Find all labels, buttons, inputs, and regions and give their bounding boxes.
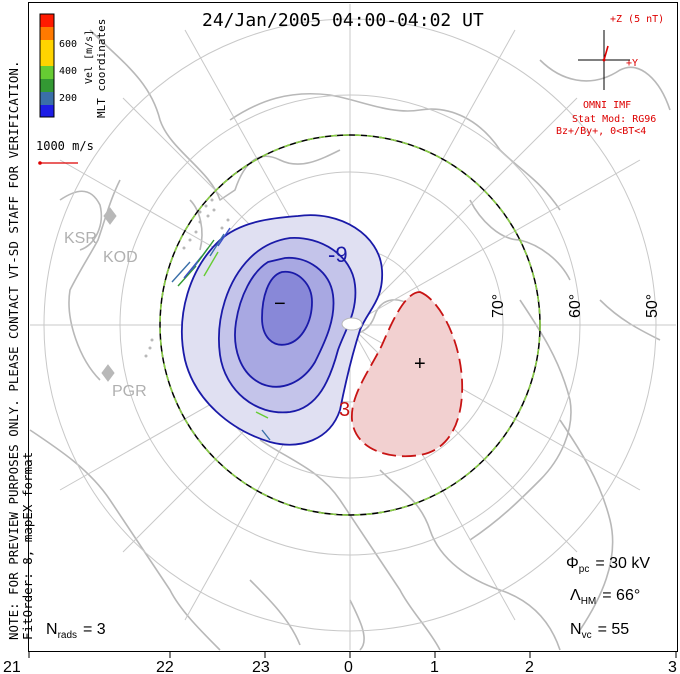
velocity-colorbar — [39, 13, 55, 118]
positive-contour-label: 3 — [339, 399, 350, 421]
lat-label-70: 70° — [490, 294, 507, 318]
station-ksr-marker — [103, 207, 117, 225]
map-frame — [28, 2, 678, 652]
positive-potential-cell — [351, 291, 464, 458]
imf-z-label: +Z (5 nT) — [610, 14, 664, 25]
mlt-label-21: 21 — [3, 659, 21, 674]
vector-scale-origin — [38, 161, 42, 165]
radar-gate-dots — [144, 198, 230, 358]
negative-contour-inner — [261, 271, 313, 346]
stat-lambda-hm: ΛHM = 66° — [570, 587, 640, 607]
imf-y-label: +Y — [626, 58, 638, 69]
watermark-note: NOTE: FOR PREVIEW PURPOSES ONLY. PLEASE … — [6, 61, 21, 640]
mlt-label-1: 1 — [430, 659, 439, 674]
mlt-label-23: 23 — [252, 659, 270, 674]
colorbar-tick-200: 200 — [59, 93, 77, 104]
imf-model: Stat Mod: RG96 — [572, 114, 656, 125]
mlt-axis-ticks — [28, 651, 677, 658]
mlt-label-22: 22 — [156, 659, 174, 674]
mlt-label-0: 0 — [344, 659, 353, 674]
station-label-pgr: PGR — [112, 383, 147, 400]
colorbar-label: Vel [m/s] — [84, 30, 95, 84]
fit-order-note: FitOrder: 8, mapEX format — [20, 452, 35, 640]
velocity-vectors — [171, 227, 271, 441]
station-pgr-marker — [101, 364, 115, 382]
hm-boundary-green — [159, 134, 541, 516]
station-label-ksr: KSR — [64, 230, 97, 247]
mlt-label-3: 3 — [668, 659, 677, 674]
negative-potential-cell — [181, 214, 383, 446]
potential-minimum-marker: − — [274, 293, 286, 315]
coastlines — [29, 29, 671, 651]
station-markers — [101, 207, 117, 382]
coordinate-label: MLT coordinates — [95, 19, 108, 118]
colorbar-tick-600: 600 — [59, 39, 77, 50]
stat-phi-pc: Φpc = 30 kV — [566, 555, 650, 575]
vector-scale-label: 1000 m/s — [36, 139, 94, 153]
map-title: 24/Jan/2005 04:00-04:02 UT — [202, 10, 484, 31]
lat-label-60: 60° — [567, 294, 584, 318]
imf-condition: Bz+/By+, 0<BT<4 — [556, 126, 646, 137]
imf-source: OMNI IMF — [583, 100, 631, 111]
imf-dial — [578, 30, 630, 90]
stat-n-vc: Nvc = 55 — [570, 621, 629, 641]
negative-contour-label: -9 — [328, 242, 348, 267]
lat-label-50: 50° — [644, 294, 661, 318]
stat-n-rads: Nrads = 3 — [46, 621, 106, 641]
colorbar-tick-400: 400 — [59, 66, 77, 77]
potential-maximum-marker: + — [414, 353, 426, 375]
station-label-kod: KOD — [103, 249, 138, 266]
mlt-label-2: 2 — [525, 659, 534, 674]
pole-marker — [341, 317, 363, 331]
